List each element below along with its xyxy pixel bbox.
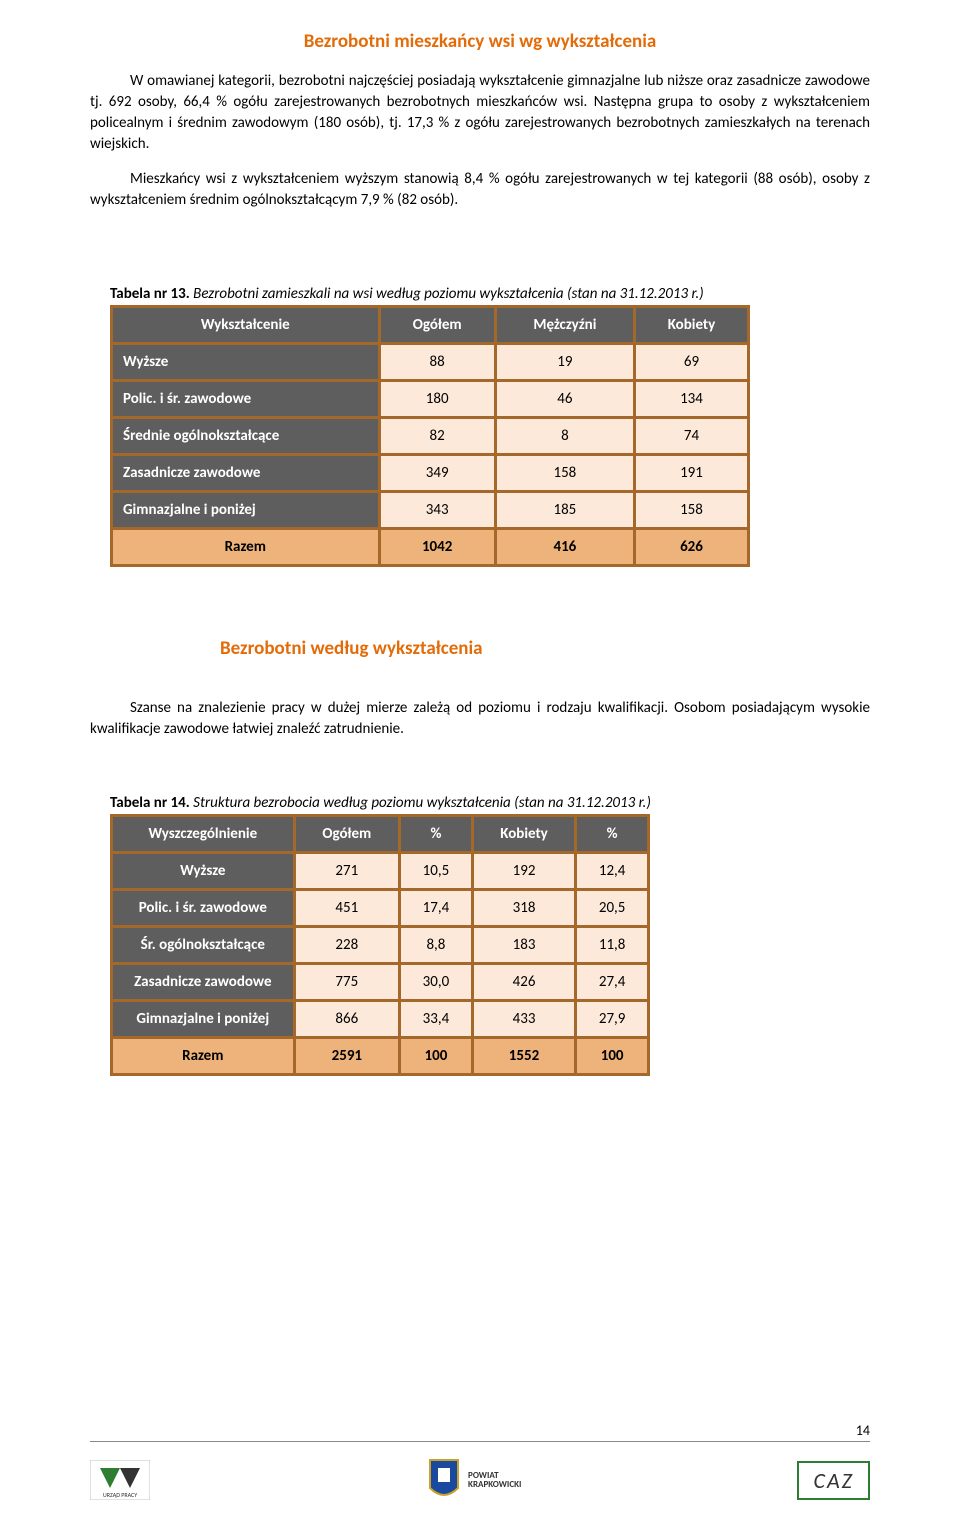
table14-caption: Tabela nr 14. Struktura bezrobocia wedłu… (110, 794, 870, 812)
t13-r1-label: Wyższe (112, 344, 380, 381)
t14-r4-label: Zasadnicze zawodowe (112, 964, 295, 1001)
t13-h1: Wykształcenie (112, 307, 380, 344)
t14-r3-c1: 228 (294, 927, 399, 964)
table-row: Wyższe 271 10,5 192 12,4 (112, 853, 649, 890)
t13-r2-label: Polic. i śr. zawodowe (112, 381, 380, 418)
t14-total-c3: 1552 (472, 1038, 575, 1075)
t13-r3-c2: 8 (495, 418, 634, 455)
t14-r5-c3: 433 (472, 1001, 575, 1038)
table-row: Wykształcenie Ogółem Mężczyźni Kobiety (112, 307, 749, 344)
t14-r5-label: Gimnazjalne i poniżej (112, 1001, 295, 1038)
table-row: Gimnazjalne i poniżej 866 33,4 433 27,9 (112, 1001, 649, 1038)
t14-r1-c3: 192 (472, 853, 575, 890)
table13-caption-bold: Tabela nr 13. (110, 285, 190, 303)
t14-total-c2: 100 (400, 1038, 473, 1075)
table-row: Razem 2591 100 1552 100 (112, 1038, 649, 1075)
t13-r2-c1: 180 (379, 381, 495, 418)
table-row: Polic. i śr. zawodowe 180 46 134 (112, 381, 749, 418)
t13-total-c2: 416 (495, 529, 634, 566)
t13-r4-label: Zasadnicze zawodowe (112, 455, 380, 492)
section2-para-1: Szanse na znalezienie pracy w dużej mier… (90, 698, 870, 740)
handshake-icon: URZĄD PRACY (90, 1460, 150, 1500)
t14-h3: % (400, 816, 473, 853)
t13-h4: Kobiety (634, 307, 748, 344)
table-row: Razem 1042 416 626 (112, 529, 749, 566)
table-row: Śr. ogólnokształcące 228 8,8 183 11,8 (112, 927, 649, 964)
section2-heading: Bezrobotni według wykształcenia (220, 637, 870, 660)
table14-caption-italic: Struktura bezrobocia według poziomu wyks… (190, 794, 651, 812)
t13-h3: Mężczyźni (495, 307, 634, 344)
t13-r3-c1: 82 (379, 418, 495, 455)
t14-total-c4: 100 (576, 1038, 649, 1075)
t13-total-c1: 1042 (379, 529, 495, 566)
t13-r4-c3: 191 (634, 455, 748, 492)
t14-r2-c1: 451 (294, 890, 399, 927)
footer-logo-caz: CAZ (797, 1461, 870, 1500)
section1-para-2: Mieszkańcy wsi z wykształceniem wyższym … (90, 169, 870, 211)
t13-r3-label: Średnie ogólnokształcące (112, 418, 380, 455)
t14-r4-c3: 426 (472, 964, 575, 1001)
table-row: Wyższe 88 19 69 (112, 344, 749, 381)
t14-r3-c2: 8,8 (400, 927, 473, 964)
t13-r2-c2: 46 (495, 381, 634, 418)
section1-heading: Bezrobotni mieszkańcy wsi wg wykształcen… (90, 30, 870, 53)
table-row: Gimnazjalne i poniżej 343 185 158 (112, 492, 749, 529)
t14-r4-c1: 775 (294, 964, 399, 1001)
t13-r4-c1: 349 (379, 455, 495, 492)
t13-total-c3: 626 (634, 529, 748, 566)
table-row: Wyszczególnienie Ogółem % Kobiety % (112, 816, 649, 853)
table-row: Zasadnicze zawodowe 349 158 191 (112, 455, 749, 492)
table-row: Średnie ogólnokształcące 82 8 74 (112, 418, 749, 455)
t13-r5-c3: 158 (634, 492, 748, 529)
table13-caption: Tabela nr 13. Bezrobotni zamieszkali na … (110, 285, 870, 303)
t14-r1-c1: 271 (294, 853, 399, 890)
t14-r1-label: Wyższe (112, 853, 295, 890)
t14-h5: % (576, 816, 649, 853)
t13-r1-c1: 88 (379, 344, 495, 381)
t14-r3-c3: 183 (472, 927, 575, 964)
t14-r5-c1: 866 (294, 1001, 399, 1038)
t14-r5-c2: 33,4 (400, 1001, 473, 1038)
t14-r5-c4: 27,9 (576, 1001, 649, 1038)
t13-r5-label: Gimnazjalne i poniżej (112, 492, 380, 529)
footer-logo-powiat-label: POWIAT KRAPKOWICKI (468, 1471, 521, 1489)
t13-r3-c3: 74 (634, 418, 748, 455)
t13-r1-c3: 69 (634, 344, 748, 381)
t14-r2-c2: 17,4 (400, 890, 473, 927)
t14-r2-label: Polic. i śr. zawodowe (112, 890, 295, 927)
t14-r4-c2: 30,0 (400, 964, 473, 1001)
t14-r2-c3: 318 (472, 890, 575, 927)
svg-text:URZĄD PRACY: URZĄD PRACY (103, 1491, 137, 1499)
page-footer: 14 URZĄD PRACY POWIAT KRAPKOWICKI CAZ (90, 1441, 870, 1522)
t14-r4-c4: 27,4 (576, 964, 649, 1001)
table13-caption-italic: Bezrobotni zamieszkali na wsi według poz… (190, 285, 704, 303)
table-row: Polic. i śr. zawodowe 451 17,4 318 20,5 (112, 890, 649, 927)
t14-r3-label: Śr. ogólnokształcące (112, 927, 295, 964)
t14-h2: Ogółem (294, 816, 399, 853)
t14-h1: Wyszczególnienie (112, 816, 295, 853)
t14-total-label: Razem (112, 1038, 295, 1075)
section1-para-1: W omawianej kategorii, bezrobotni najczę… (90, 71, 870, 155)
t13-h2: Ogółem (379, 307, 495, 344)
page-number: 14 (856, 1422, 870, 1439)
t13-r2-c3: 134 (634, 381, 748, 418)
table-13: Wykształcenie Ogółem Mężczyźni Kobiety W… (110, 305, 750, 567)
t14-r3-c4: 11,8 (576, 927, 649, 964)
t14-r1-c2: 10,5 (400, 853, 473, 890)
footer-logo-urzad-pracy: URZĄD PRACY (90, 1460, 150, 1500)
crest-icon (426, 1458, 462, 1502)
t13-r5-c1: 343 (379, 492, 495, 529)
table-row: Zasadnicze zawodowe 775 30,0 426 27,4 (112, 964, 649, 1001)
t14-total-c1: 2591 (294, 1038, 399, 1075)
footer-logo-powiat: POWIAT KRAPKOWICKI (426, 1458, 521, 1502)
t13-r1-c2: 19 (495, 344, 634, 381)
t14-r1-c4: 12,4 (576, 853, 649, 890)
t13-r4-c2: 158 (495, 455, 634, 492)
table14-caption-bold: Tabela nr 14. (110, 794, 190, 812)
t14-r2-c4: 20,5 (576, 890, 649, 927)
t13-r5-c2: 185 (495, 492, 634, 529)
table-14: Wyszczególnienie Ogółem % Kobiety % Wyżs… (110, 814, 650, 1076)
t14-h4: Kobiety (472, 816, 575, 853)
t13-total-label: Razem (112, 529, 380, 566)
